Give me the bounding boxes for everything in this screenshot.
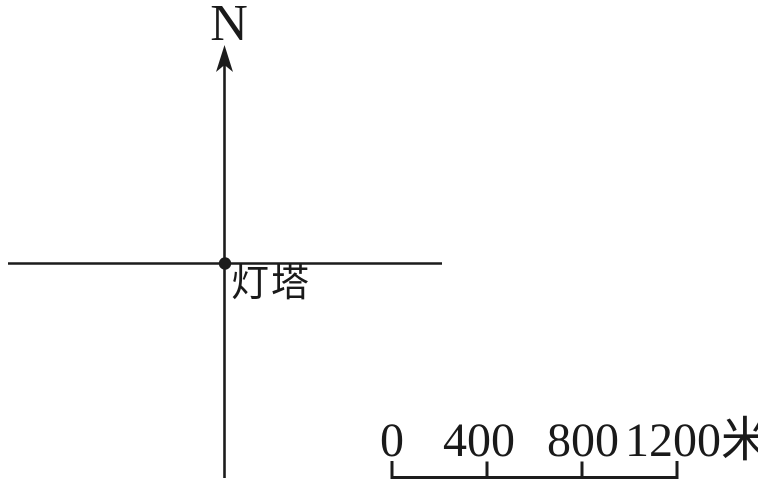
north-arrowhead-icon [216,45,233,72]
lighthouse-label: 灯塔 [231,263,312,305]
scale-label-400: 400 [443,414,515,467]
scale-label-800: 800 [547,414,619,467]
north-label: N [210,0,248,52]
scale-label-0: 0 [380,414,404,467]
scale-bar [390,461,679,479]
lighthouse-point [218,257,232,270]
scale-label-1200m: 1200米 [624,414,758,467]
